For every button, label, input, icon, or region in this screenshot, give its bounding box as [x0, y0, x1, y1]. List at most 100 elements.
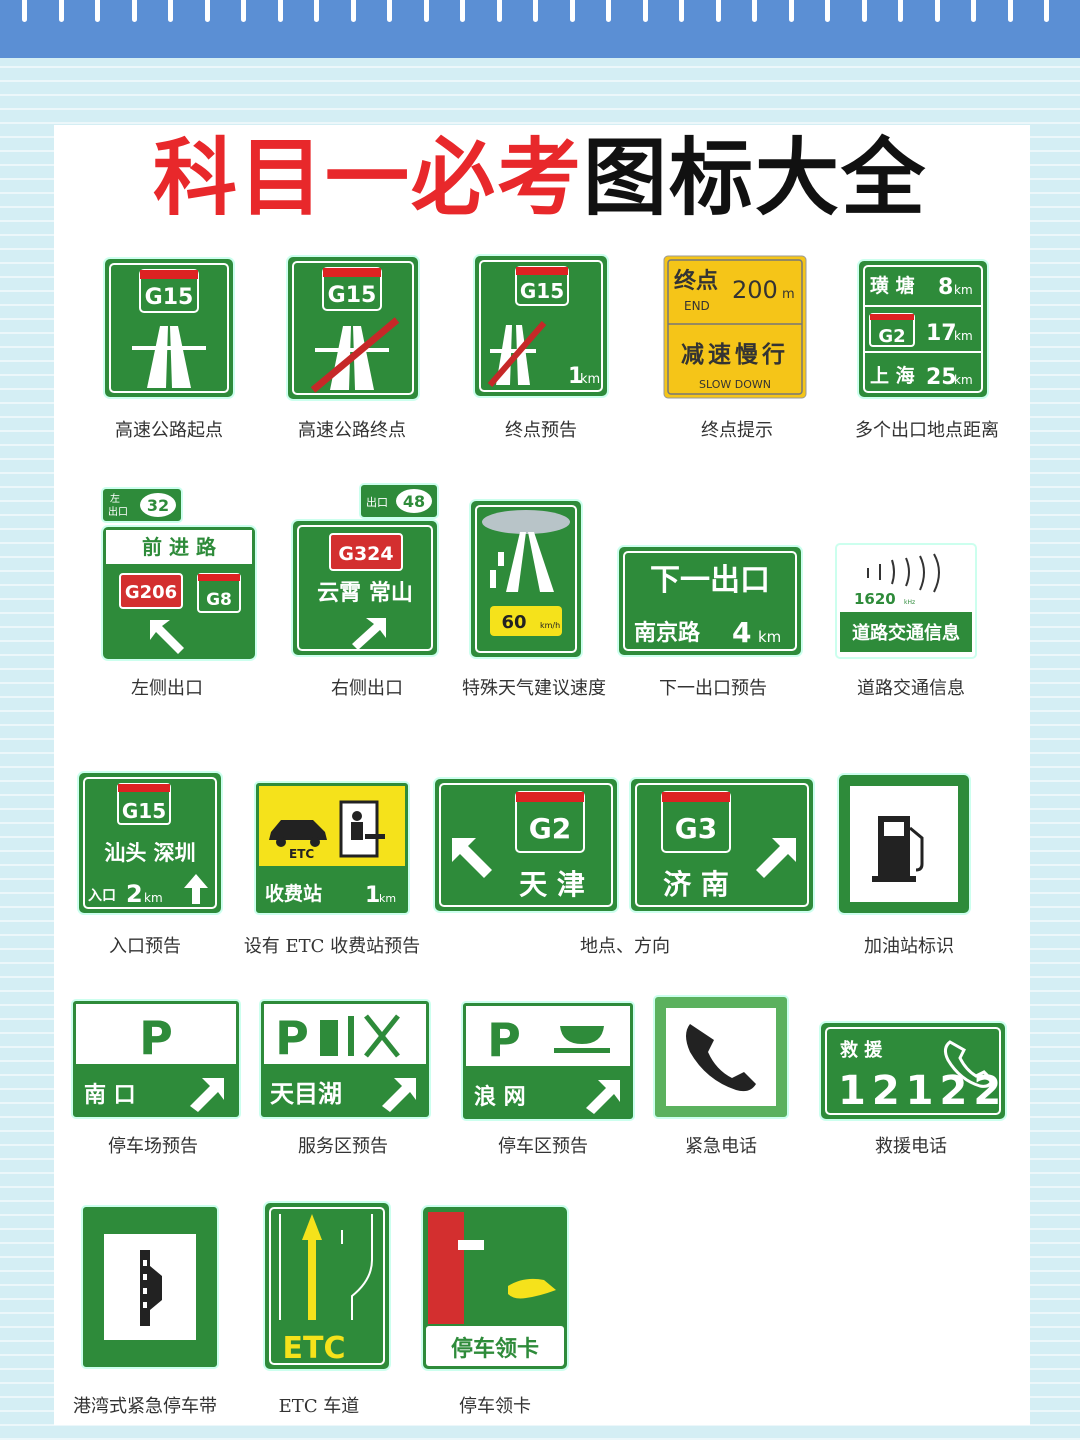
- binding-ring: [898, 0, 903, 22]
- unit: km: [758, 628, 781, 646]
- end-preview-sign: G15 1 km: [473, 254, 609, 398]
- expressway-start-sign: G15: [103, 257, 235, 399]
- parking-preview-sign: P 南 口: [71, 999, 241, 1119]
- binding-ring: [606, 0, 611, 22]
- caption: 服务区预告: [298, 1136, 388, 1157]
- caption: 救援电话: [875, 1136, 947, 1157]
- binding-ring: [205, 0, 210, 22]
- unit: km: [954, 329, 973, 343]
- places: 云霄 常山: [317, 580, 413, 606]
- binding-ring: [351, 0, 356, 22]
- info-label: 道路交通信息: [852, 622, 960, 644]
- caption: 停车区预告: [498, 1136, 588, 1157]
- caption: 加油站标识: [864, 936, 954, 957]
- place: 天 津: [519, 868, 585, 901]
- etc-toll-preview-sign: ETC 收费站 1 km: [254, 781, 410, 915]
- traffic-info-sign: 1620 kHz 道路交通信息: [835, 543, 977, 659]
- caption: 停车领卡: [459, 1396, 531, 1417]
- rescue-label: 救 援: [840, 1039, 883, 1061]
- slow-label: 减速慢行: [681, 341, 789, 368]
- rescue-phone-sign: 救 援 12122: [819, 1021, 1007, 1121]
- binding-ring: [497, 0, 502, 22]
- binding-ring: [679, 0, 684, 22]
- binding-ring: [387, 0, 392, 22]
- parking-p: P: [139, 1011, 173, 1065]
- etc-lane-sign: ETC: [263, 1201, 391, 1371]
- caption: 多个出口地点距离: [855, 420, 999, 441]
- binding-ring: [460, 0, 465, 22]
- emergency-phone-sign: [653, 995, 789, 1119]
- parking-p: P: [275, 1011, 309, 1065]
- unit: km: [144, 891, 163, 905]
- binding-ring: [971, 0, 976, 22]
- binding-ring: [241, 0, 246, 22]
- route-label: G15: [328, 283, 377, 308]
- ticket-pickup-sign: 停车领卡: [421, 1205, 569, 1371]
- km: 2: [126, 880, 143, 908]
- binding-ring: [862, 0, 867, 22]
- route: G2: [529, 812, 571, 845]
- left-exit-sign: 左 出口 32 前 进 路 G206 G8: [101, 487, 257, 661]
- next-exit-sign: 下一出口 南京路 4 km: [617, 545, 803, 657]
- binding-ring: [752, 0, 757, 22]
- service-area-sign: P 天目湖: [259, 999, 431, 1119]
- binding-ring: [314, 0, 319, 22]
- parking-area-sign: P 浪 网: [461, 1001, 635, 1121]
- unit: km: [580, 372, 600, 387]
- caption: 高速公路终点: [298, 420, 406, 441]
- distance: 200: [732, 276, 778, 304]
- caption: 地点、方向: [580, 936, 670, 957]
- caption: 道路交通信息: [857, 678, 965, 699]
- title-red-part: 科目一必考: [152, 129, 583, 227]
- caption: 停车场预告: [108, 1136, 198, 1157]
- binding-ring: [59, 0, 64, 22]
- binding-ring: [132, 0, 137, 22]
- speed-unit: km/h: [540, 621, 560, 630]
- etc-label: ETC: [283, 1331, 346, 1366]
- route-label: G15: [145, 285, 194, 310]
- notebook-binding-bar: [0, 0, 1080, 58]
- gas-station-sign: [837, 773, 971, 915]
- places: 汕头 深圳: [104, 841, 195, 865]
- toll-label: 收费站: [265, 882, 322, 905]
- km-3: 25: [926, 365, 957, 390]
- exit-label: 出口: [108, 505, 128, 518]
- route-label: G15: [520, 279, 564, 303]
- parking-p: P: [487, 1013, 521, 1067]
- route: G324: [338, 543, 393, 565]
- place-3: 上 海: [870, 364, 915, 387]
- end-warning-sign: 终点 END 200 m 减速慢行 SLOW DOWN: [663, 255, 807, 399]
- km: 4: [732, 616, 751, 649]
- binding-ring: [825, 0, 830, 22]
- unit: km: [954, 283, 973, 297]
- caption: 紧急电话: [685, 1136, 757, 1157]
- rescue-number: 12122: [838, 1068, 1007, 1114]
- entrance-preview-sign: G15 汕头 深圳 入口 2 km: [77, 771, 223, 915]
- frequency-unit: kHz: [904, 599, 915, 606]
- side-label: 左: [110, 492, 120, 505]
- place-1: 璜 塘: [870, 274, 915, 297]
- direction-tianjin-sign: G2 天 津: [433, 777, 619, 913]
- caption: 设有 ETC 收费站预告: [243, 936, 421, 957]
- end-english: END: [684, 299, 710, 313]
- location-label: 浪 网: [474, 1084, 526, 1110]
- exit-label: 出口: [366, 495, 388, 509]
- route-2: G2: [878, 326, 905, 347]
- caption: 左侧出口: [131, 678, 203, 699]
- entry-label: 入口: [88, 888, 116, 904]
- expressway-end-sign: G15: [286, 255, 420, 401]
- title-black-part: 图标大全: [583, 129, 928, 227]
- binding-ring: [716, 0, 721, 22]
- binding-ring: [643, 0, 648, 22]
- ticket-label: 停车领卡: [451, 1336, 539, 1362]
- route-1: G206: [125, 582, 177, 603]
- exit-number: 32: [147, 496, 169, 515]
- road-name: 前 进 路: [142, 535, 217, 559]
- caption: 港湾式紧急停车带: [73, 1396, 217, 1417]
- frequency: 1620: [854, 590, 896, 608]
- binding-ring: [570, 0, 575, 22]
- binding-ring: [789, 0, 794, 22]
- caption: 终点预告: [505, 420, 577, 441]
- exit-number: 48: [403, 492, 425, 511]
- speed-value: 60: [501, 612, 526, 633]
